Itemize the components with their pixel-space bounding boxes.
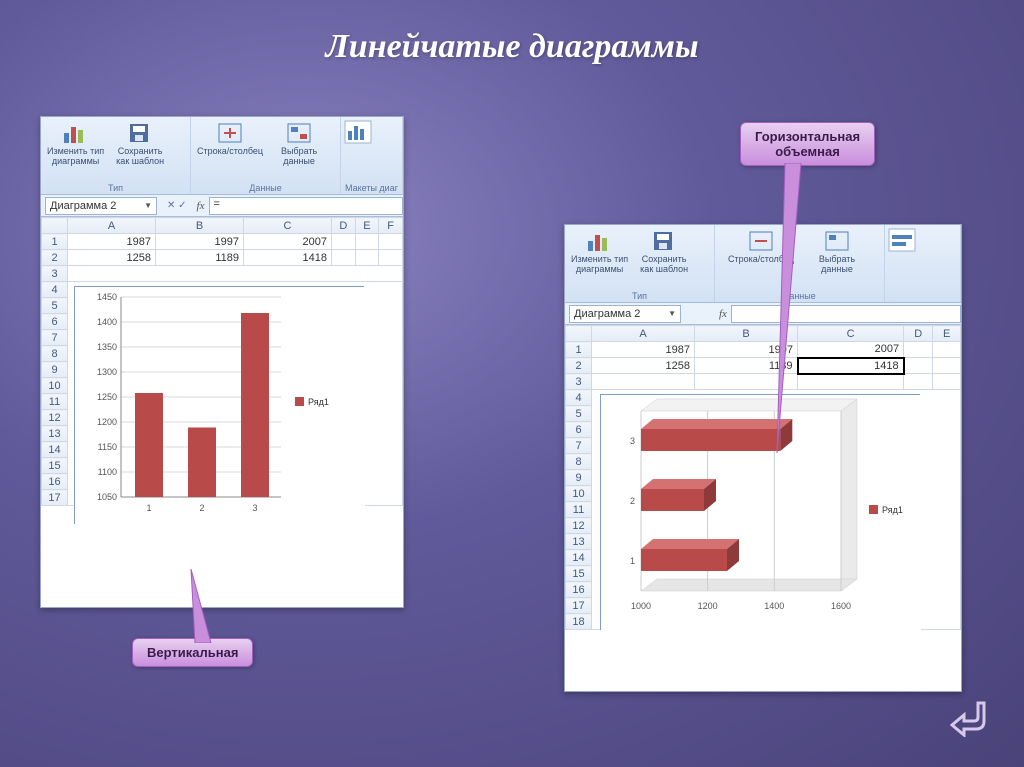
bar-1: [641, 539, 739, 571]
horizontal-3d-bar-chart[interactable]: 3 2 1 1000 1200 1400 1600: [600, 394, 920, 630]
callout-horizontal-3d: Горизонтальнаяобъемная: [740, 122, 875, 166]
save-template-button[interactable]: Сохранитькак шаблон: [110, 119, 170, 180]
svg-text:Ряд1: Ряд1: [308, 397, 329, 407]
svg-text:Ряд1: Ряд1: [882, 505, 903, 515]
svg-text:3: 3: [252, 503, 257, 513]
bar-2: [188, 428, 216, 498]
bar-3: [241, 313, 269, 497]
select-data-icon: [823, 229, 851, 253]
ribbon-group-type: Тип: [41, 183, 190, 193]
layout-icon[interactable]: [343, 119, 373, 145]
excel-window-right: Изменить типдиаграммы Сохранитькак шабло…: [564, 224, 962, 692]
save-icon: [650, 229, 678, 253]
formula-input[interactable]: [731, 305, 961, 323]
svg-text:1350: 1350: [97, 342, 117, 352]
formula-bar: Диаграмма 2▼ ✕ ✓ fx =: [41, 195, 403, 217]
select-data-button[interactable]: Выбратьданные: [807, 227, 867, 288]
chart-legend: Ряд1: [295, 397, 329, 407]
svg-text:1250: 1250: [97, 392, 117, 402]
svg-text:2: 2: [630, 496, 635, 506]
svg-text:1: 1: [146, 503, 151, 513]
dropdown-icon: ▼: [144, 201, 152, 210]
formula-buttons[interactable]: ✕ ✓: [161, 200, 193, 211]
fx-label: fx: [715, 308, 731, 320]
worksheet[interactable]: ABCDE 1198719972007 2125811891418 3 4: [565, 325, 961, 691]
bar-1: [135, 393, 163, 497]
ribbon-group-layouts: Макеты диаг: [341, 183, 402, 193]
svg-text:1400: 1400: [764, 601, 784, 611]
svg-text:1450: 1450: [97, 292, 117, 302]
select-data-button[interactable]: Выбратьданные: [269, 119, 329, 180]
chart-icon: [62, 121, 90, 145]
worksheet[interactable]: ABCDEF 1198719972007 2125811891418 3 4: [41, 217, 403, 607]
change-chart-type-button[interactable]: Изменить типдиаграммы: [567, 227, 632, 288]
svg-text:1300: 1300: [97, 367, 117, 377]
switch-icon: [216, 121, 244, 145]
svg-text:2: 2: [199, 503, 204, 513]
formula-bar: Диаграмма 2▼ fx: [565, 303, 961, 325]
ribbon-group-data: Данные: [191, 183, 340, 193]
bar-3: [641, 419, 792, 451]
svg-text:1600: 1600: [831, 601, 851, 611]
bar-2: [641, 479, 716, 511]
svg-text:1200: 1200: [97, 417, 117, 427]
cell-grid[interactable]: ABCDEF 1198719972007 2125811891418 3 4: [41, 217, 403, 506]
callout-tail-icon: [183, 569, 223, 643]
svg-text:1100: 1100: [98, 467, 117, 477]
ribbon: Изменить типдиаграммы Сохранитькак шабло…: [41, 117, 403, 195]
return-button[interactable]: [950, 697, 994, 747]
excel-window-left: Изменить типдиаграммы Сохранитькак шабло…: [40, 116, 404, 608]
fx-label: fx: [193, 200, 209, 212]
switch-row-col-button[interactable]: Строка/столбец: [193, 119, 267, 180]
svg-text:1000: 1000: [631, 601, 651, 611]
layout-icon[interactable]: [887, 227, 917, 253]
save-icon: [126, 121, 154, 145]
change-chart-type-button[interactable]: Изменить типдиаграммы: [43, 119, 108, 180]
callout-tail-icon: [771, 163, 811, 453]
formula-input[interactable]: =: [209, 197, 404, 215]
save-template-button[interactable]: Сохранитькак шаблон: [634, 227, 694, 288]
svg-text:3: 3: [630, 436, 635, 446]
svg-text:1050: 1050: [97, 492, 117, 502]
svg-text:1400: 1400: [97, 317, 117, 327]
svg-text:1200: 1200: [698, 601, 718, 611]
callout-vertical: Вертикальная: [132, 638, 253, 667]
slide-title: Линейчатые диаграммы: [0, 28, 1024, 66]
name-box[interactable]: Диаграмма 2▼: [45, 197, 157, 215]
svg-text:1: 1: [630, 556, 635, 566]
ribbon-right: Изменить типдиаграммы Сохранитькак шабло…: [565, 225, 961, 303]
vertical-bar-chart[interactable]: 1050 1100 1150 1200 1250 1300 1350 1400 …: [74, 286, 364, 524]
select-data-icon: [285, 121, 313, 145]
name-box[interactable]: Диаграмма 2▼: [569, 305, 681, 323]
svg-text:1150: 1150: [98, 442, 117, 452]
chart-icon: [586, 229, 614, 253]
chart-legend: Ряд1: [869, 505, 903, 515]
